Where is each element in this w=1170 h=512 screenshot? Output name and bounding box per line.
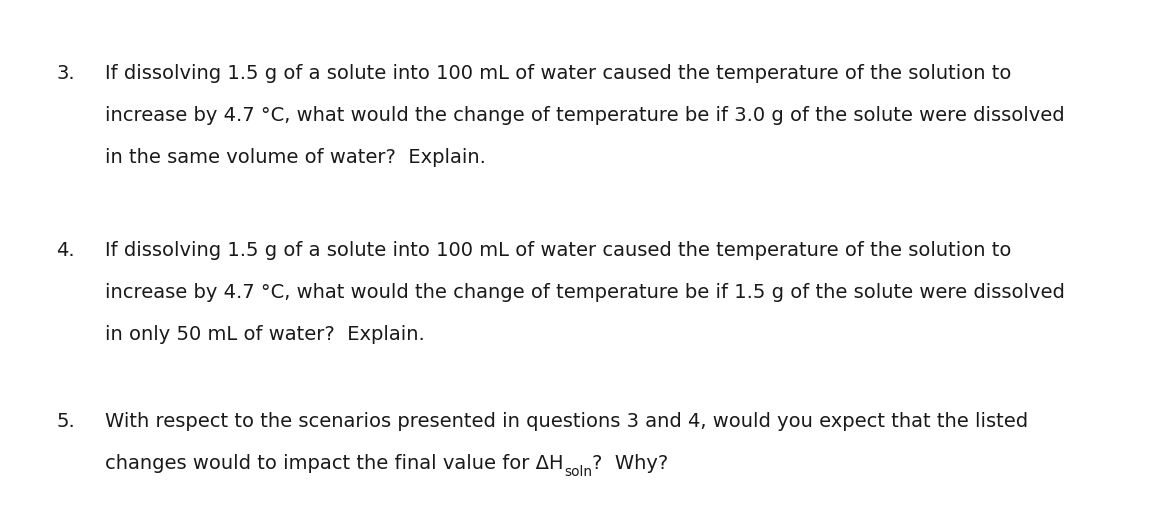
- Text: soln: soln: [564, 465, 592, 479]
- Text: With respect to the scenarios presented in questions 3 and 4, would you expect t: With respect to the scenarios presented …: [105, 412, 1028, 431]
- Text: 5.: 5.: [56, 412, 75, 431]
- Text: ?  Why?: ? Why?: [592, 454, 668, 473]
- Text: 3.: 3.: [56, 64, 75, 83]
- Text: If dissolving 1.5 g of a solute into 100 mL of water caused the temperature of t: If dissolving 1.5 g of a solute into 100…: [105, 241, 1012, 260]
- Text: 4.: 4.: [56, 241, 75, 260]
- Text: If dissolving 1.5 g of a solute into 100 mL of water caused the temperature of t: If dissolving 1.5 g of a solute into 100…: [105, 64, 1012, 83]
- Text: in only 50 mL of water?  Explain.: in only 50 mL of water? Explain.: [105, 325, 425, 344]
- Text: increase by 4.7 °C, what would the change of temperature be if 1.5 g of the solu: increase by 4.7 °C, what would the chang…: [105, 283, 1065, 302]
- Text: changes would to impact the final value for ΔH: changes would to impact the final value …: [105, 454, 564, 473]
- Text: in the same volume of water?  Explain.: in the same volume of water? Explain.: [105, 148, 487, 167]
- Text: increase by 4.7 °C, what would the change of temperature be if 3.0 g of the solu: increase by 4.7 °C, what would the chang…: [105, 106, 1065, 125]
